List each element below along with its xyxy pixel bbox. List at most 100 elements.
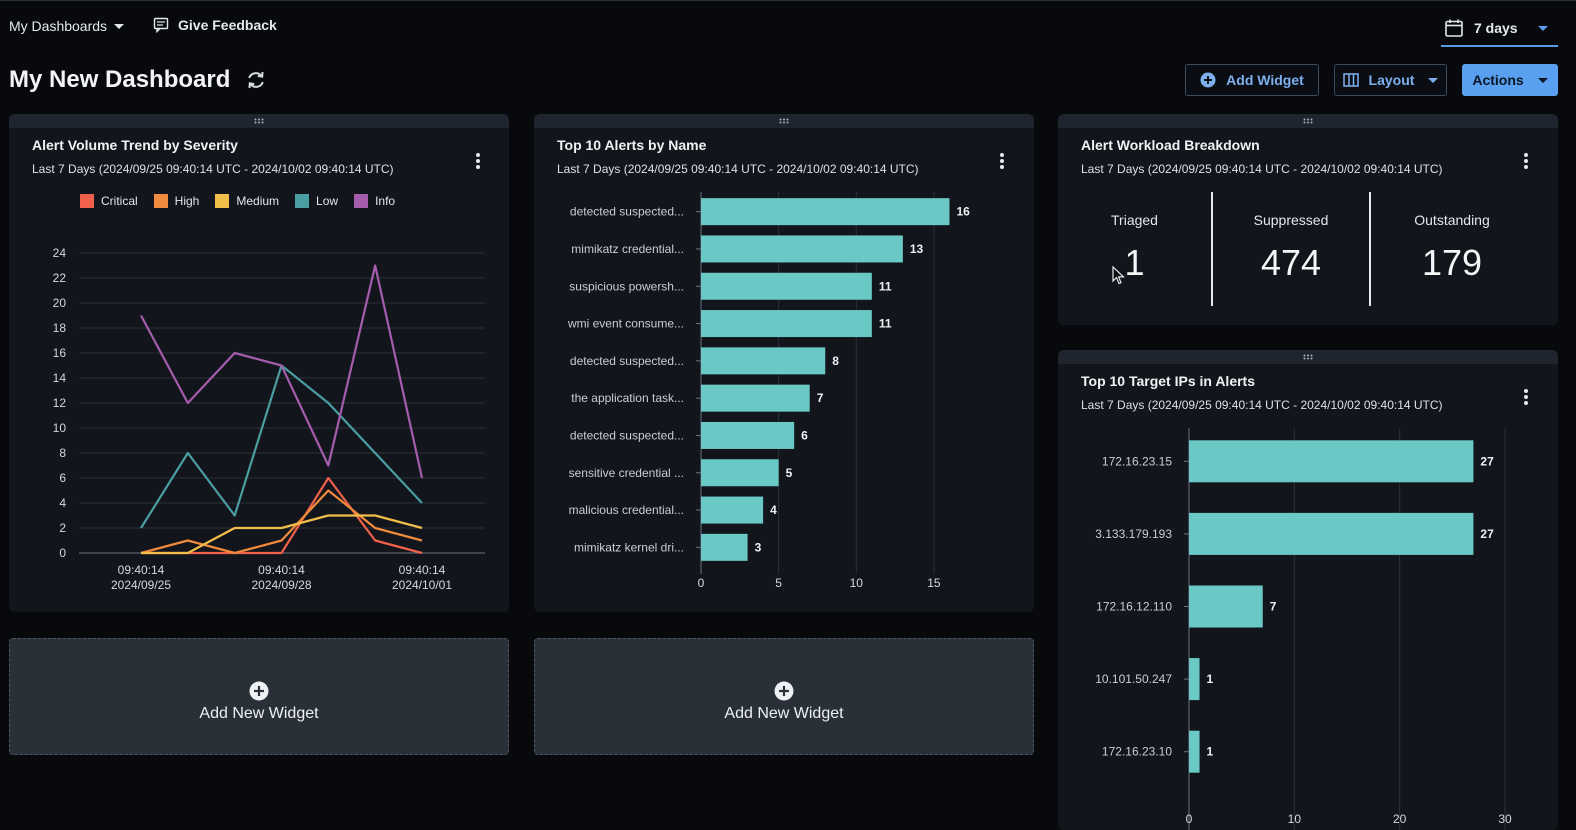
category-label: sensitive credential ... xyxy=(569,466,684,480)
more-options-icon[interactable] xyxy=(1519,388,1533,406)
y-tick-label: 8 xyxy=(59,446,66,460)
series-line-medium xyxy=(141,514,423,555)
widget-subtitle: Last 7 Days (2024/09/25 09:40:14 UTC - 2… xyxy=(32,162,394,176)
data-label: 1 xyxy=(1207,672,1214,686)
line-chart: 02468101214161820222409:40:142024/09/250… xyxy=(53,246,485,592)
x-tick-label: 09:40:14 xyxy=(118,563,165,577)
drag-handle[interactable] xyxy=(9,114,509,128)
chart-legend: Critical High Medium Low Info xyxy=(80,194,395,208)
drag-handle[interactable] xyxy=(1058,350,1558,364)
give-feedback-button[interactable]: Give Feedback xyxy=(153,17,277,33)
plus-circle-icon xyxy=(774,681,794,700)
layout-button[interactable]: Layout xyxy=(1334,64,1447,96)
widget-title: Alert Volume Trend by Severity xyxy=(32,137,238,153)
divider xyxy=(1211,192,1213,306)
legend-swatch xyxy=(153,194,168,208)
data-label: 6 xyxy=(801,428,808,442)
grip-icon xyxy=(1303,118,1313,124)
x-tick-label: 2024/09/25 xyxy=(111,578,171,592)
drag-handle[interactable] xyxy=(534,114,1034,128)
add-new-widget-slot-2[interactable]: Add New Widget xyxy=(534,638,1034,755)
legend-item-critical[interactable]: Critical xyxy=(80,194,138,208)
bar xyxy=(701,384,810,412)
feedback-icon xyxy=(153,17,169,33)
top-target-ips-widget: Top 10 Target IPs in Alerts Last 7 Days … xyxy=(1058,350,1558,830)
x-tick-label: 2024/09/28 xyxy=(251,578,311,592)
stat-value: 474 xyxy=(1260,242,1322,283)
category-label: detected suspected... xyxy=(570,428,684,442)
stat-label: Outstanding xyxy=(1414,212,1490,228)
data-label: 7 xyxy=(817,391,824,405)
date-range-label: 7 days xyxy=(1474,20,1518,36)
calendar-icon xyxy=(1445,19,1463,37)
grip-icon xyxy=(254,118,264,124)
category-label: the application task... xyxy=(571,391,684,405)
refresh-button[interactable] xyxy=(245,69,267,96)
y-tick-label: 0 xyxy=(59,546,66,560)
x-tick-label: 30 xyxy=(1498,812,1512,826)
bar xyxy=(701,459,779,487)
widget-title: Top 10 Target IPs in Alerts xyxy=(1081,373,1256,389)
legend-item-low[interactable]: Low xyxy=(295,194,338,208)
stat-triaged[interactable]: Triaged 1 xyxy=(1058,192,1211,306)
series-line-info xyxy=(140,264,424,479)
x-tick-label: 09:40:14 xyxy=(399,563,446,577)
columns-icon xyxy=(1342,73,1359,87)
data-label: 27 xyxy=(1480,527,1494,541)
stat-outstanding[interactable]: Outstanding 179 xyxy=(1371,192,1533,306)
legend-swatch xyxy=(295,194,310,208)
add-new-widget-slot-1[interactable]: Add New Widget xyxy=(9,638,509,755)
add-widget-button[interactable]: Add Widget xyxy=(1185,64,1319,96)
alert-workload-widget: Alert Workload Breakdown Last 7 Days (20… xyxy=(1058,114,1558,325)
legend-item-medium[interactable]: Medium xyxy=(215,194,279,208)
bar xyxy=(701,347,826,375)
grip-icon xyxy=(1303,354,1313,360)
more-options-icon[interactable] xyxy=(995,152,1009,170)
chevron-down-icon xyxy=(1537,25,1548,31)
add-new-widget-label: Add New Widget xyxy=(724,704,844,722)
data-label: 5 xyxy=(786,466,793,480)
x-tick-label: 15 xyxy=(927,576,941,590)
my-dashboards-label: My Dashboards xyxy=(9,18,108,34)
category-label: detected suspected... xyxy=(570,205,684,219)
category-label: suspicious powersh... xyxy=(569,279,684,293)
divider xyxy=(1369,192,1371,306)
alert-volume-trend-widget: Alert Volume Trend by Severity Last 7 Da… xyxy=(9,114,509,612)
date-range-selector[interactable]: 7 days xyxy=(1441,11,1558,47)
stat-label: Triaged xyxy=(1111,212,1158,228)
layout-label: Layout xyxy=(1368,72,1415,88)
drag-handle[interactable] xyxy=(1058,114,1558,128)
actions-label: Actions xyxy=(1472,72,1524,88)
add-widget-label: Add Widget xyxy=(1226,72,1304,88)
actions-button[interactable]: Actions xyxy=(1462,64,1558,96)
legend-label: Info xyxy=(375,194,396,208)
widget-subtitle: Last 7 Days (2024/09/25 09:40:14 UTC - 2… xyxy=(1081,162,1443,176)
legend-item-high[interactable]: High xyxy=(153,194,200,208)
stat-suppressed[interactable]: Suppressed 474 xyxy=(1213,192,1369,306)
data-label: 11 xyxy=(879,279,892,293)
data-label: 16 xyxy=(956,205,970,219)
category-label: 172.16.23.10 xyxy=(1102,745,1172,759)
more-options-icon[interactable] xyxy=(471,152,485,170)
plus-circle-icon xyxy=(249,681,269,700)
more-options-icon[interactable] xyxy=(1519,152,1533,170)
data-label: 13 xyxy=(910,242,924,256)
my-dashboards-menu[interactable]: My Dashboards xyxy=(9,18,125,34)
legend-label: High xyxy=(174,194,200,208)
y-tick-label: 24 xyxy=(53,246,67,260)
top-alerts-bar-chart: 0 5 10 15 detected suspected... 16 mimikatz cr… xyxy=(567,192,970,590)
widget-title: Alert Workload Breakdown xyxy=(1081,137,1260,153)
y-tick-label: 12 xyxy=(53,396,67,410)
bar xyxy=(701,198,950,226)
plus-circle-icon xyxy=(1200,72,1216,88)
data-label: 1 xyxy=(1207,745,1214,759)
x-tick-label: 5 xyxy=(775,576,782,590)
x-tick-label: 20 xyxy=(1393,812,1407,826)
widget-subtitle: Last 7 Days (2024/09/25 09:40:14 UTC - 2… xyxy=(1081,398,1443,412)
bar xyxy=(1189,512,1474,555)
bar xyxy=(701,533,748,561)
legend-item-info[interactable]: Info xyxy=(354,194,395,208)
mouse-cursor-icon xyxy=(1112,266,1126,285)
category-label: 172.16.12.110 xyxy=(1096,600,1172,614)
bar xyxy=(1189,440,1474,483)
